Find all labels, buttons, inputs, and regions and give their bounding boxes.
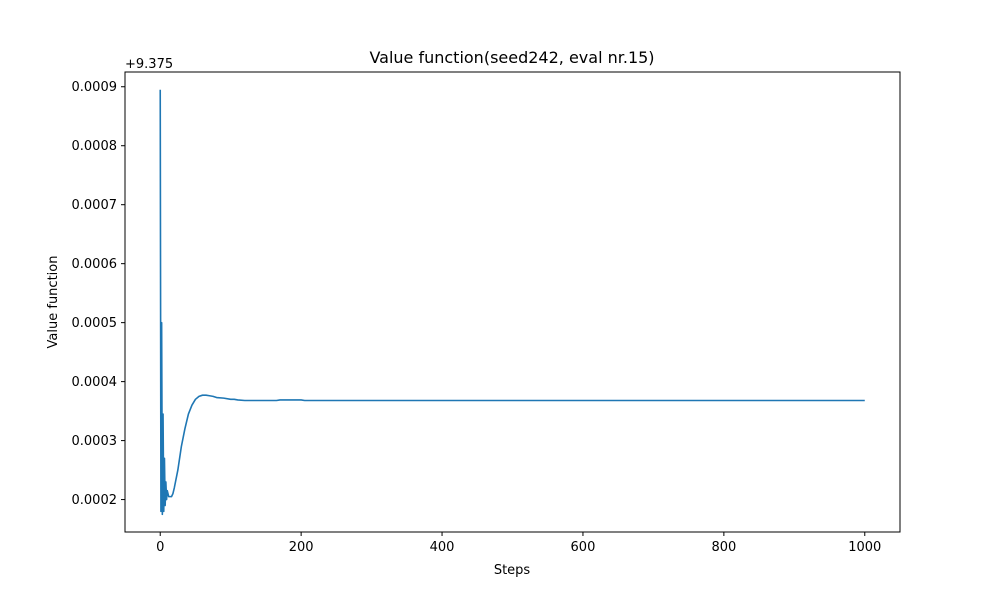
y-tick-label: 0.0009	[72, 80, 118, 95]
x-tick-label: 600	[571, 540, 596, 555]
y-axis-label: Value function	[46, 256, 61, 349]
y-tick-label: 0.0008	[72, 139, 118, 154]
x-tick-label: 1000	[848, 540, 881, 555]
chart-title: Value function(seed242, eval nr.15)	[369, 48, 654, 67]
y-tick-label: 0.0006	[72, 257, 118, 272]
x-axis: 0 200 400 600 800 1000	[156, 532, 881, 555]
y-axis-offset: +9.375	[125, 57, 173, 72]
plot-line-group	[159, 89, 865, 516]
x-tick-label: 0	[156, 540, 164, 555]
x-axis-label: Steps	[494, 563, 531, 578]
y-axis: 0.0002 0.0003 0.0004 0.0005 0.0006 0.0007 0.00…	[72, 80, 125, 508]
x-tick-label: 200	[289, 540, 314, 555]
x-tick-label: 800	[711, 540, 736, 555]
series-line	[159, 89, 865, 516]
y-tick-label: 0.0007	[72, 198, 118, 213]
x-tick-label: 400	[430, 540, 455, 555]
y-tick-label: 0.0004	[72, 375, 118, 390]
y-tick-label: 0.0005	[72, 316, 118, 331]
y-tick-label: 0.0003	[72, 434, 118, 449]
y-tick-label: 0.0002	[72, 493, 118, 508]
plot-area-frame	[124, 71, 901, 533]
